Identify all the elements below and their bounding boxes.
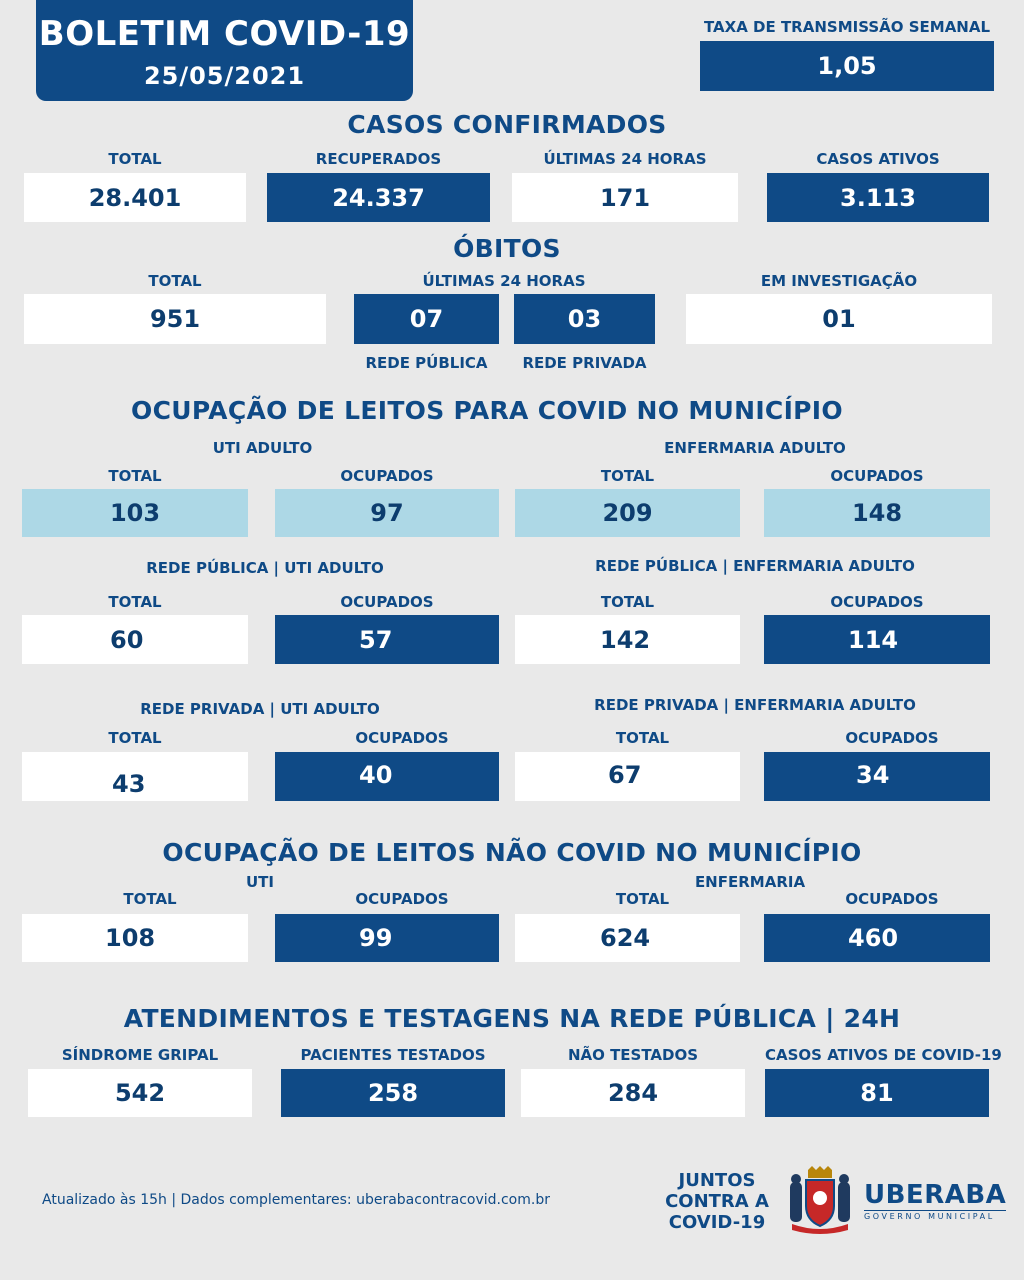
public-uti-label: REDE PÚBLICA | UTI ADULTO — [146, 559, 384, 577]
covid-beds-title: OCUPAÇÃO DE LEITOS PARA COVID NO MUNICÍP… — [131, 396, 843, 425]
confirmed-total-label: TOTAL — [108, 150, 162, 168]
private-uti-total-label: TOTAL — [108, 729, 162, 747]
deaths-investigation-label: EM INVESTIGAÇÃO — [760, 272, 918, 290]
private-ward-label: REDE PRIVADA | ENFERMARIA ADULTO — [594, 696, 916, 714]
covid-ward-occupied-value: 148 — [764, 489, 990, 537]
tested-patients-label: PACIENTES TESTADOS — [300, 1046, 486, 1064]
deaths-private-value: 03 — [514, 294, 655, 344]
confirmed-active-label: CASOS ATIVOS — [816, 150, 940, 168]
non-covid-uti-occupied-label: OCUPADOS — [355, 890, 449, 908]
private-ward-occupied-label: OCUPADOS — [845, 729, 939, 747]
deaths-private-label: REDE PRIVADA — [522, 354, 647, 372]
deaths-public-value: 07 — [354, 294, 499, 344]
public-ward-total-value: 142 — [515, 615, 740, 664]
flu-syndrome-value: 542 — [28, 1069, 252, 1117]
juntos-line-2: CONTRA A — [665, 1191, 769, 1212]
confirmed-total-value: 28.401 — [24, 173, 246, 222]
not-tested-label: NÃO TESTADOS — [567, 1046, 699, 1064]
header-banner: BOLETIM COVID-19 25/05/2021 — [36, 0, 413, 101]
public-uti-occupied-label: OCUPADOS — [340, 593, 434, 611]
covid-uti-occupied-value: 97 — [275, 489, 499, 537]
flu-syndrome-label: SÍNDROME GRIPAL — [61, 1046, 219, 1064]
non-covid-uti-total-value: 108 — [22, 914, 248, 962]
juntos-line-1: JUNTOS — [678, 1170, 756, 1191]
non-covid-ward-total-label: TOTAL — [615, 890, 670, 908]
tested-patients-value: 258 — [281, 1069, 505, 1117]
juntos-contra-covid-logo: JUNTOS CONTRA A COVID-19 — [662, 1170, 772, 1233]
private-uti-occupied-label: OCUPADOS — [355, 729, 449, 747]
confirmed-24h-label: ÚLTIMAS 24 HORAS — [543, 150, 707, 168]
deaths-total-label: TOTAL — [148, 272, 202, 290]
bulletin-title: BOLETIM COVID-19 — [38, 14, 411, 54]
public-ward-occupied-label: OCUPADOS — [830, 593, 924, 611]
non-covid-uti-total-label: TOTAL — [123, 890, 177, 908]
transmission-value: 1,05 — [700, 41, 994, 91]
juntos-line-3: COVID-19 — [668, 1212, 766, 1233]
footer-note: Atualizado às 15h | Dados complementares… — [42, 1192, 550, 1208]
covid-ward-label: ENFERMARIA ADULTO — [664, 439, 846, 457]
deaths-24h-label: ÚLTIMAS 24 HORAS — [422, 272, 586, 290]
deaths-investigation-value: 01 — [686, 294, 992, 344]
deaths-public-label: REDE PÚBLICA — [365, 354, 488, 372]
public-uti-total-value: 60 — [22, 615, 248, 664]
non-covid-beds-title: OCUPAÇÃO DE LEITOS NÃO COVID NO MUNICÍPI… — [162, 838, 862, 867]
private-ward-total-label: TOTAL — [615, 729, 670, 747]
public-ward-occupied-value: 114 — [764, 615, 990, 664]
coat-of-arms-icon — [784, 1166, 856, 1234]
public-ward-label: REDE PÚBLICA | ENFERMARIA ADULTO — [595, 557, 915, 575]
covid-uti-total-label: TOTAL — [108, 467, 162, 485]
public-care-title: ATENDIMENTOS E TESTAGENS NA REDE PÚBLICA… — [123, 1004, 901, 1033]
uberaba-subtitle: GOVERNO MUNICIPAL — [864, 1210, 1007, 1221]
not-tested-value: 284 — [521, 1069, 745, 1117]
non-covid-ward-occupied-value: 460 — [764, 914, 990, 962]
non-covid-uti-label: UTI — [246, 873, 274, 891]
private-ward-total-value: 67 — [515, 752, 740, 801]
uberaba-logo: UBERABA GOVERNO MUNICIPAL — [864, 1180, 1007, 1221]
confirmed-active-value: 3.113 — [767, 173, 989, 222]
private-uti-label: REDE PRIVADA | UTI ADULTO — [140, 700, 380, 718]
covid-ward-occupied-label: OCUPADOS — [830, 467, 924, 485]
covid-ward-total-label: TOTAL — [600, 467, 655, 485]
covid-uti-occupied-label: OCUPADOS — [340, 467, 434, 485]
active-covid-cases-label: CASOS ATIVOS DE COVID-19 — [765, 1046, 1002, 1064]
confirmed-recovered-value: 24.337 — [267, 173, 490, 222]
covid-uti-total-value: 103 — [22, 489, 248, 537]
confirmed-recovered-label: RECUPERADOS — [315, 150, 442, 168]
public-uti-occupied-value: 57 — [275, 615, 499, 664]
private-uti-occupied-value: 40 — [275, 752, 499, 801]
non-covid-ward-label: ENFERMARIA — [694, 873, 806, 891]
deaths-total-value: 951 — [24, 294, 326, 344]
uberaba-name: UBERABA — [864, 1180, 1007, 1210]
confirmed-24h-value: 171 — [512, 173, 738, 222]
non-covid-ward-total-value: 624 — [515, 914, 740, 962]
private-uti-total-value: 43 — [22, 752, 248, 801]
public-uti-total-label: TOTAL — [108, 593, 162, 611]
active-covid-cases-value: 81 — [765, 1069, 989, 1117]
deaths-title: ÓBITOS — [453, 234, 561, 263]
non-covid-ward-occupied-label: OCUPADOS — [845, 890, 939, 908]
confirmed-title: CASOS CONFIRMADOS — [347, 110, 667, 139]
bulletin-date: 25/05/2021 — [143, 62, 306, 90]
transmission-label: TAXA DE TRANSMISSÃO SEMANAL — [703, 18, 991, 36]
covid-ward-total-value: 209 — [515, 489, 740, 537]
public-ward-total-label: TOTAL — [600, 593, 655, 611]
covid-uti-label: UTI ADULTO — [212, 439, 313, 457]
private-ward-occupied-value: 34 — [764, 752, 990, 801]
non-covid-uti-occupied-value: 99 — [275, 914, 499, 962]
